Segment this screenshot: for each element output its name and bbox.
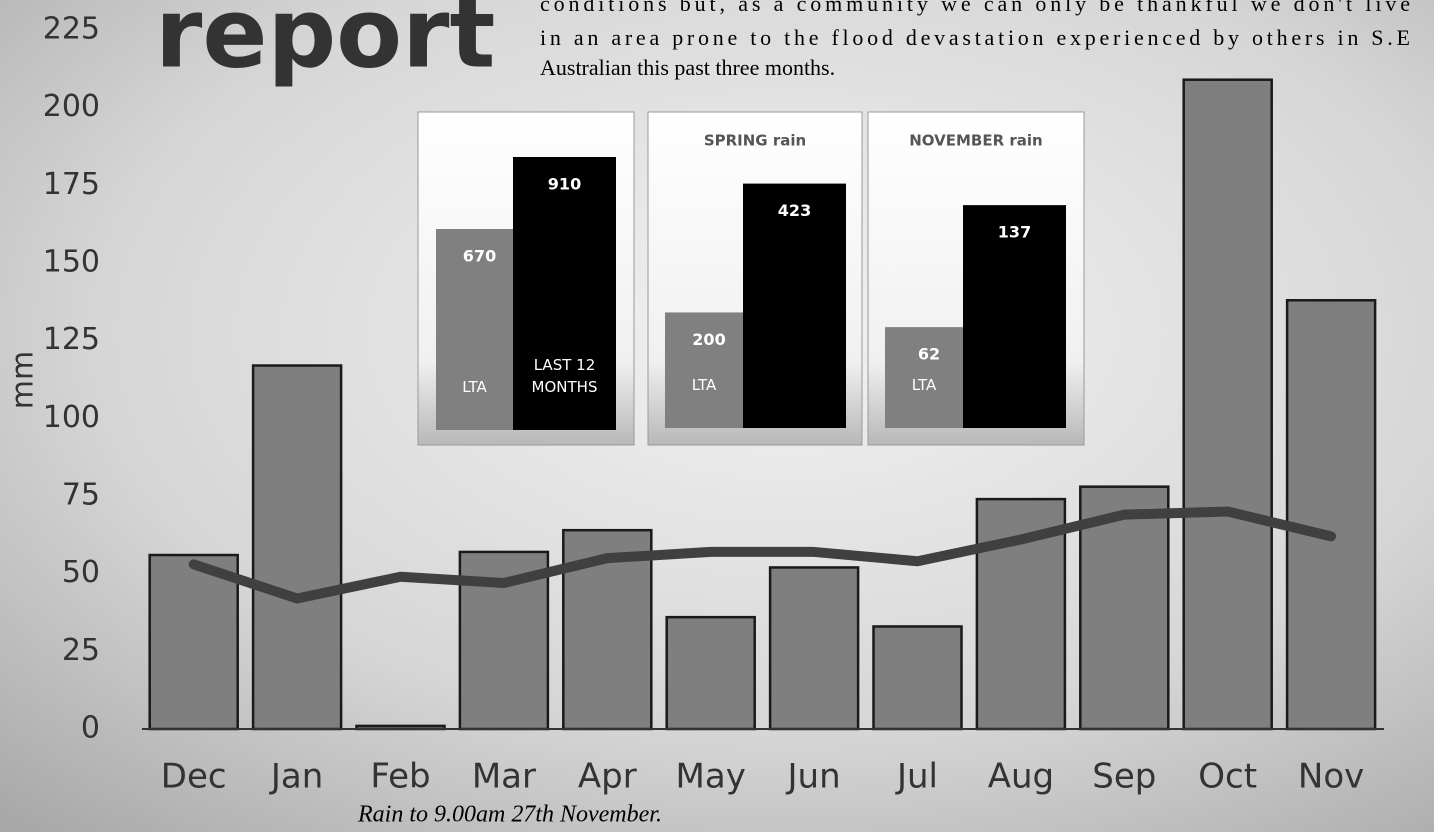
paragraph-line: conditions but, as a community we can on…: [540, 0, 1410, 16]
category-text: LTA: [911, 376, 937, 394]
x-tick-label: Sep: [1092, 757, 1156, 797]
y-tick-label: 25: [62, 633, 100, 668]
bar: [743, 183, 846, 428]
y-tick-label: 225: [43, 12, 100, 47]
x-tick-label: May: [676, 757, 746, 797]
bar: [872, 625, 963, 731]
bar: [1182, 78, 1273, 731]
x-tick-label: Jul: [895, 757, 938, 797]
bar: [436, 229, 513, 430]
value-label: 910: [548, 175, 581, 194]
category-text: LTA: [691, 376, 717, 394]
bar: [665, 615, 756, 731]
x-tick-label: Jun: [786, 757, 841, 797]
y-tick-label: 0: [81, 711, 100, 746]
value-label: 423: [778, 201, 811, 220]
bar: [513, 157, 616, 430]
inset-chart: NOVEMBER rain 62 LTA 137: [867, 111, 1085, 446]
y-tick-label: 200: [43, 89, 100, 124]
y-tick-label: 75: [62, 478, 100, 513]
bar: [665, 312, 743, 428]
category-label: LTA: [462, 378, 487, 396]
bar: [148, 553, 239, 731]
paragraph-line: Australian this past three months.: [540, 55, 835, 80]
category-text: LTA: [462, 378, 487, 396]
inset-title: NOVEMBER rain: [909, 132, 1042, 150]
caption: Rain to 9.00am 27th November.: [357, 802, 662, 828]
x-tick-label: Mar: [472, 757, 536, 797]
line: [188, 506, 1337, 604]
bar: [1285, 299, 1377, 731]
value-label: 62: [918, 345, 940, 364]
x-tick-label: Nov: [1298, 757, 1364, 797]
bar: [768, 566, 860, 731]
category-label: LTA: [691, 376, 717, 394]
y-tick-label: 125: [43, 322, 100, 357]
bar: [885, 327, 963, 428]
y-axis-label: mm: [6, 351, 41, 409]
inset-title: SPRING rain: [704, 132, 806, 150]
x-tick-label: Apr: [578, 757, 637, 797]
x-tick-label: Feb: [370, 757, 430, 797]
category-text: LAST 12 MONTHS: [531, 356, 598, 396]
inset-chart: SPRING rain 200 LTA 423: [647, 111, 863, 446]
category-label: LTA: [911, 376, 937, 394]
y-tick-label: 150: [43, 245, 100, 280]
title: report: [155, 0, 495, 89]
x-tick-label: Aug: [988, 757, 1054, 797]
x-tick-label: Dec: [161, 757, 227, 797]
category-label: LAST 12 MONTHS: [531, 356, 598, 396]
bar: [963, 205, 1066, 428]
y-tick-label: 175: [43, 167, 100, 202]
x-tick-label: Jan: [269, 757, 323, 797]
y-tick-label: 100: [43, 400, 100, 435]
value-label: 200: [692, 330, 725, 349]
y-tick-label: 50: [62, 555, 100, 590]
inset-chart: 670 LTA 910 LAST 12 MONTHS: [417, 111, 635, 446]
x-tick-label: Oct: [1198, 757, 1257, 797]
value-label: 670: [463, 247, 496, 266]
bar: [1079, 485, 1170, 731]
value-label: 137: [998, 223, 1031, 242]
bar: [251, 364, 343, 731]
